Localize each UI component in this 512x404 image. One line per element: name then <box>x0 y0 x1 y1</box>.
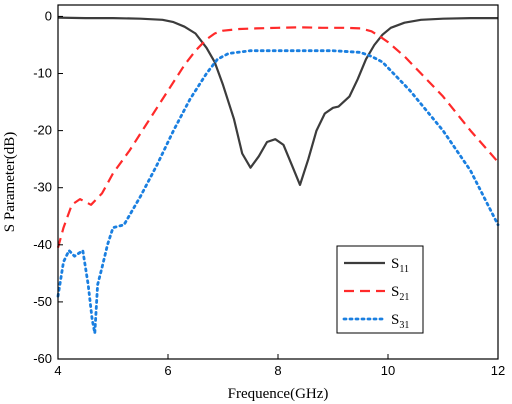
y-tick-label: -50 <box>33 294 52 309</box>
legend-label-main: S <box>391 312 399 328</box>
y-axis-label: S Parameter(dB) <box>2 132 18 232</box>
legend-label-sub: 21 <box>399 292 409 303</box>
legend-label-sub: 11 <box>399 264 409 275</box>
legend-label-main: S <box>391 256 399 272</box>
legend-label-sub: 31 <box>399 320 409 331</box>
legend-label-s31: S31 <box>391 312 409 331</box>
y-tick-label: -30 <box>33 180 52 195</box>
x-tick-label: 10 <box>381 363 395 378</box>
x-tick-label: 4 <box>54 363 61 378</box>
x-axis-label: Frequence(GHz) <box>228 386 329 402</box>
y-tick-label: -60 <box>33 351 52 366</box>
legend-label-s11: S11 <box>391 256 409 275</box>
plot-series-group <box>56 16 500 335</box>
y-tick-label: 0 <box>45 8 52 23</box>
legend-label-s21: S21 <box>391 284 409 303</box>
series-line-s11 <box>57 16 498 186</box>
x-tick-label: 12 <box>491 363 505 378</box>
legend-label-main: S <box>391 284 399 300</box>
x-tick-label: 8 <box>274 363 281 378</box>
y-tick-label: -10 <box>33 66 52 81</box>
y-tick-label: -20 <box>33 123 52 138</box>
series-line-s21 <box>56 26 499 248</box>
axis-ticks: 4 6 8 10 12 0 -10 -20 -30 -40 -50 -60 <box>33 8 505 378</box>
x-tick-label: 6 <box>164 363 171 378</box>
y-tick-label: -40 <box>33 237 52 252</box>
series-line-s31 <box>56 49 500 335</box>
